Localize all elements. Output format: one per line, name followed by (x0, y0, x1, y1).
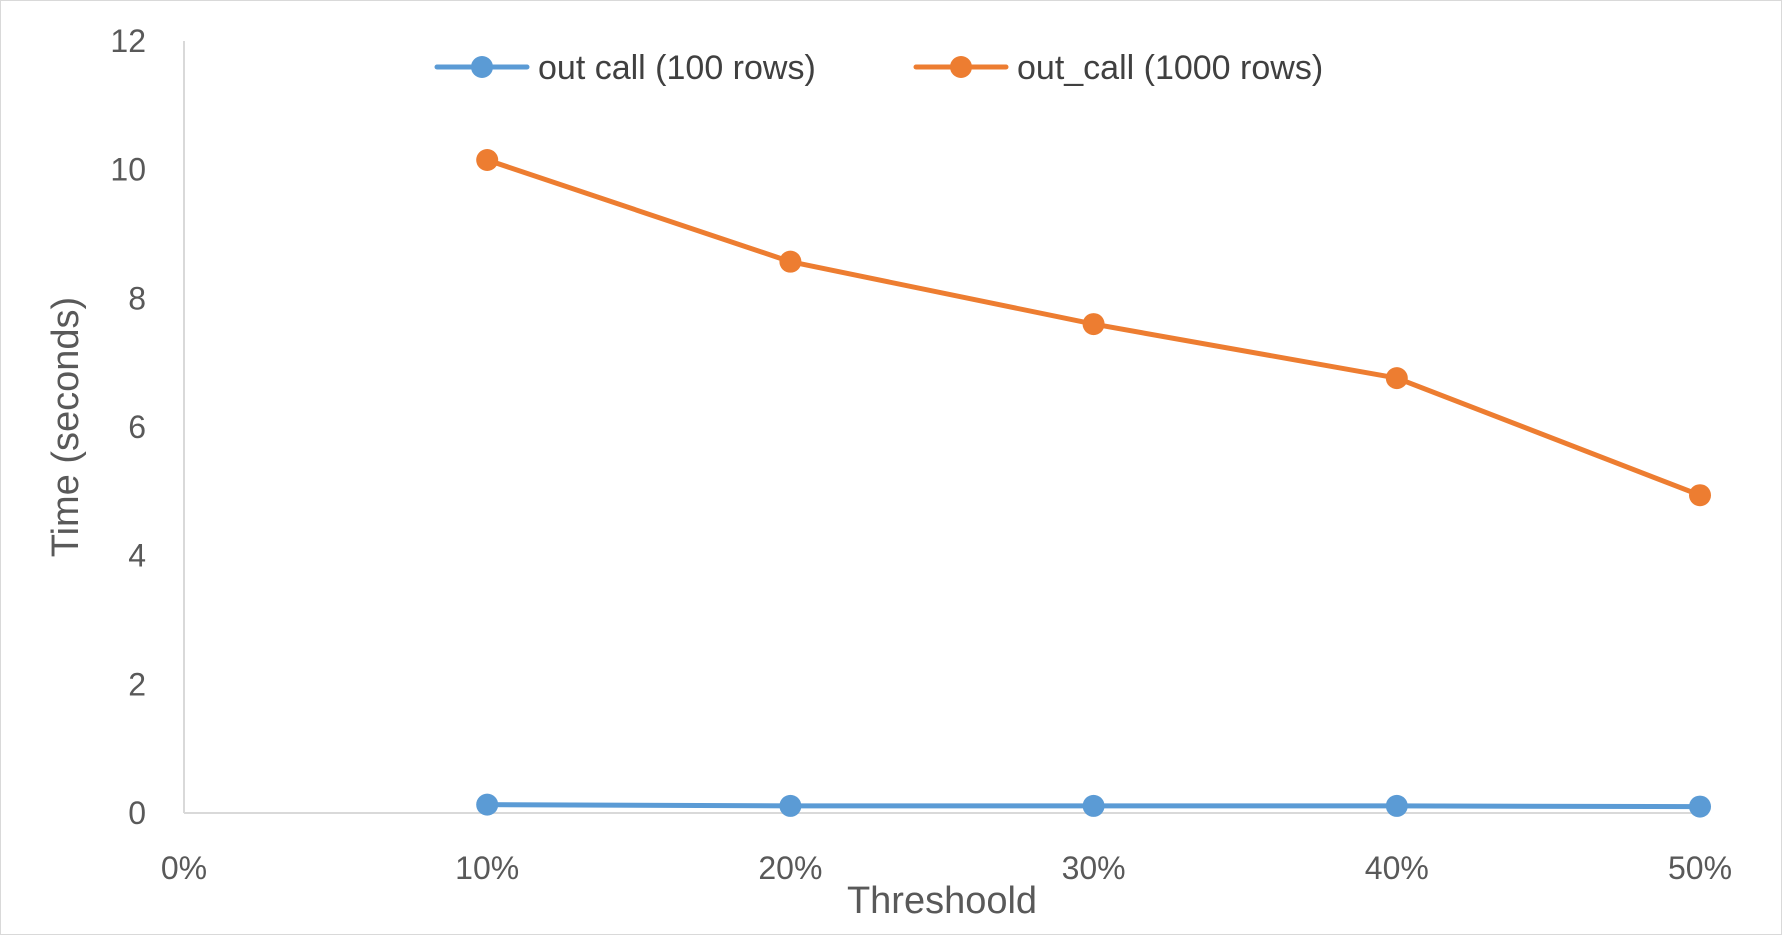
legend-item-series-2: out_call (1000 rows) (913, 49, 1323, 87)
y-tick-labels: 0 2 4 6 8 10 12 (110, 23, 146, 831)
legend: out call (100 rows) out_call (1000 rows) (434, 49, 1323, 87)
data-point (779, 250, 802, 273)
data-point (1385, 367, 1408, 390)
y-tick-label: 8 (128, 280, 146, 316)
x-tick-label: 20% (758, 850, 822, 886)
x-axis-title: Threshoold (847, 880, 1037, 922)
y-tick-label: 6 (128, 409, 146, 445)
series (476, 149, 1711, 818)
x-tick-label: 0% (161, 850, 207, 886)
y-axis-title: Time (seconds) (45, 297, 87, 557)
data-point (476, 149, 499, 172)
x-tick-label: 10% (455, 850, 519, 886)
y-tick-label: 2 (128, 666, 146, 702)
data-point (779, 794, 802, 817)
data-point (476, 793, 499, 816)
legend-marker-dot (471, 56, 493, 78)
data-point (1689, 795, 1711, 818)
y-tick-label: 10 (110, 152, 146, 188)
x-tick-labels: 0% 10% 20% 30% 40% 50% (161, 850, 1732, 886)
x-tick-label: 30% (1062, 850, 1126, 886)
legend-item-series-1: out call (100 rows) (434, 49, 816, 87)
y-tick-label: 4 (128, 538, 146, 574)
y-tick-label: 12 (110, 23, 146, 59)
x-tick-label: 50% (1668, 850, 1732, 886)
x-tick-label: 40% (1365, 850, 1429, 886)
axes (183, 41, 1700, 814)
y-tick-label: 0 (128, 795, 146, 831)
legend-label: out call (100 rows) (538, 49, 816, 87)
data-point (1082, 794, 1105, 817)
data-point (1082, 313, 1105, 336)
legend-marker-dot (950, 56, 972, 78)
data-point (1689, 484, 1711, 507)
legend-label: out_call (1000 rows) (1017, 49, 1323, 87)
data-point (1385, 794, 1408, 817)
